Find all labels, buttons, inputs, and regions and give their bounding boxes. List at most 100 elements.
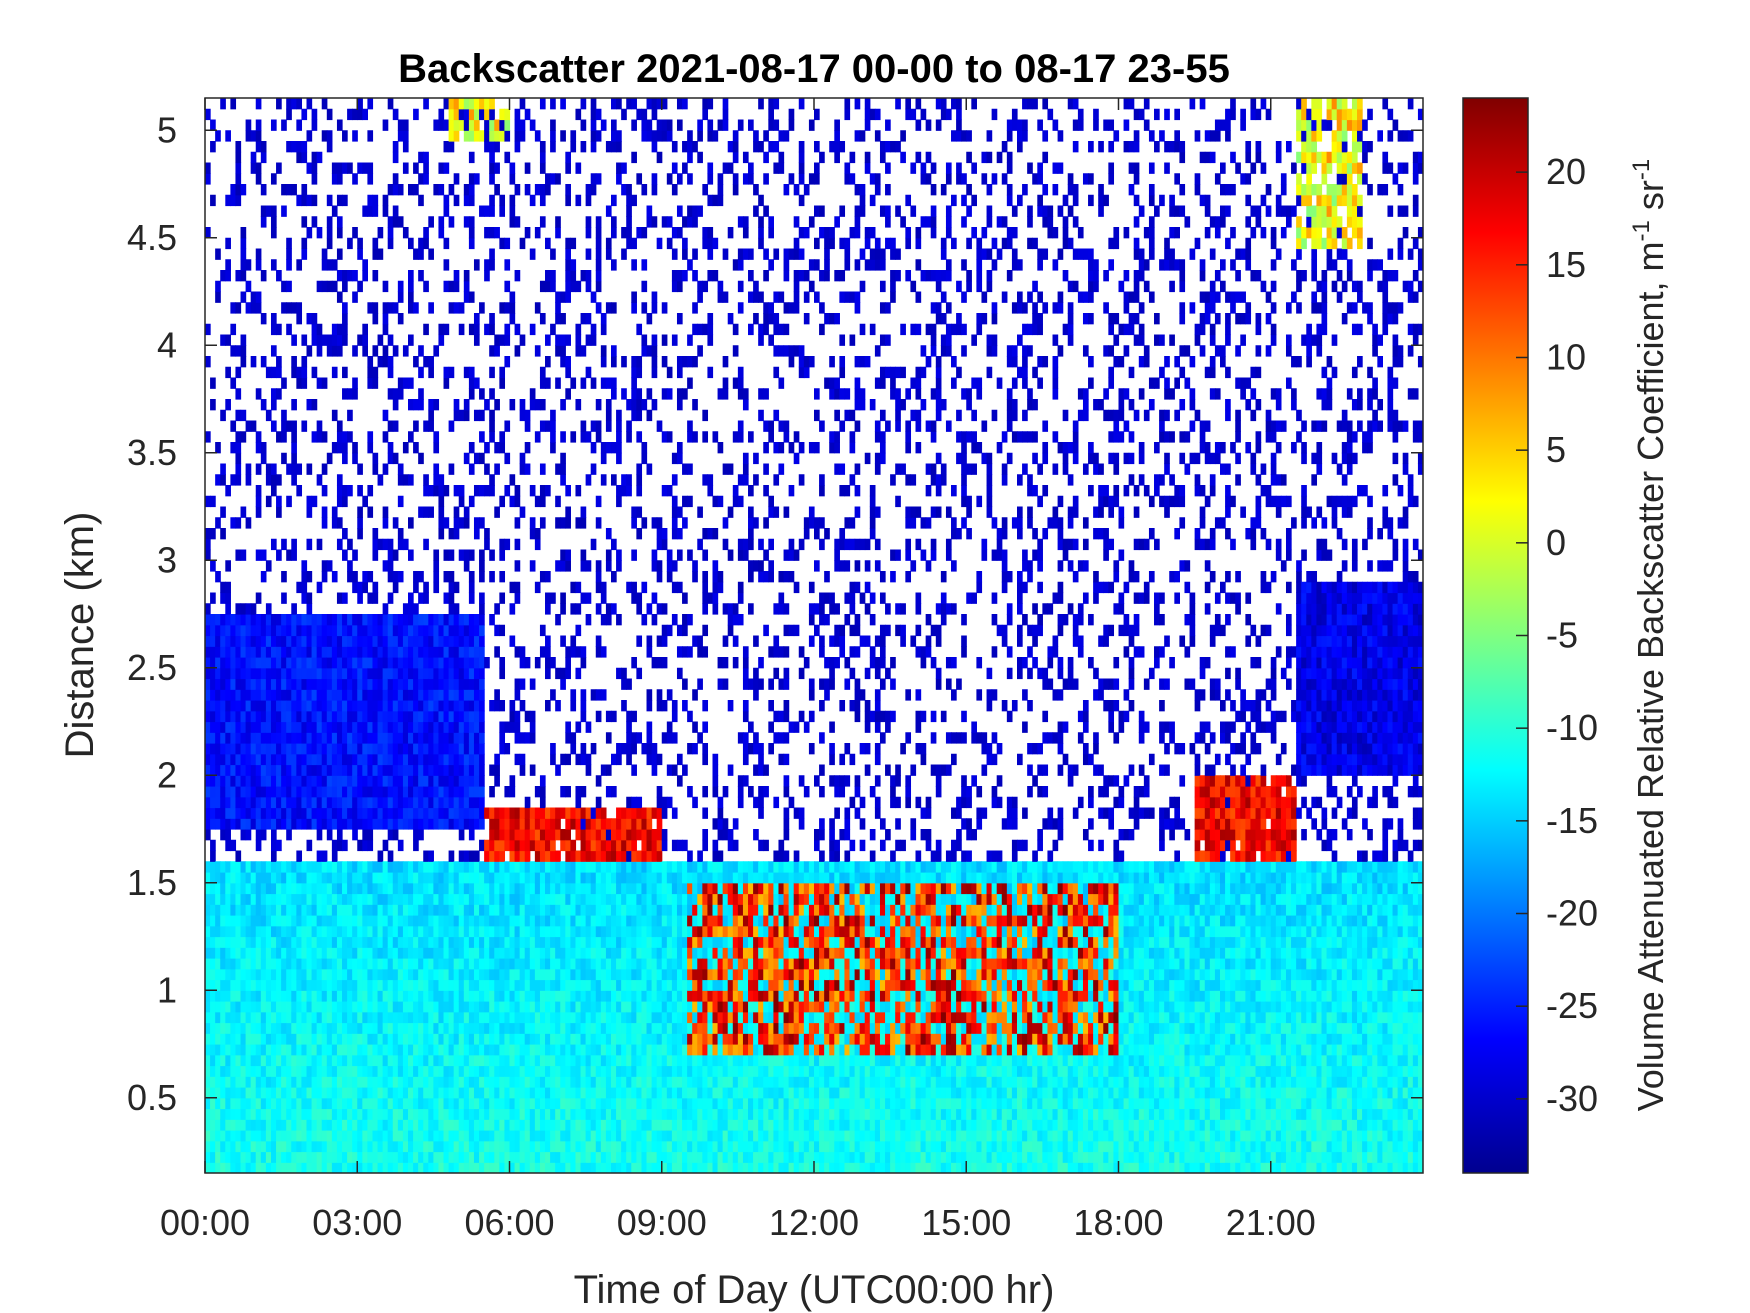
heatmap-cell <box>301 248 308 260</box>
heatmap-cell <box>347 915 353 927</box>
heatmap-cell <box>534 850 541 862</box>
heatmap-cell <box>205 528 211 540</box>
heatmap-cell <box>616 968 622 981</box>
heatmap-cell <box>387 721 394 733</box>
heatmap-cell <box>479 893 485 905</box>
heatmap-cell <box>387 442 394 454</box>
heatmap-cell <box>220 753 226 766</box>
heatmap-cell <box>382 302 389 314</box>
heatmap-cell <box>377 979 384 991</box>
heatmap-cell <box>245 1076 252 1088</box>
heatmap-cell <box>311 678 318 690</box>
heatmap-cell <box>555 1001 561 1013</box>
heatmap-cell <box>270 635 277 647</box>
heatmap-cell <box>336 291 343 303</box>
heatmap-cell <box>443 485 450 497</box>
heatmap-cell <box>286 259 292 271</box>
heatmap-cell <box>250 1151 257 1163</box>
heatmap-cell <box>306 764 313 776</box>
heatmap-cell <box>291 721 297 733</box>
heatmap-cell <box>494 162 500 174</box>
heatmap-cell <box>550 904 556 916</box>
heatmap-cell <box>408 399 414 411</box>
heatmap-cell <box>301 807 308 819</box>
heatmap-cell <box>286 829 292 841</box>
heatmap-cell <box>433 689 440 701</box>
heatmap-cell <box>240 1011 247 1024</box>
heatmap-cell <box>565 753 571 766</box>
heatmap-cell <box>453 302 460 314</box>
heatmap-cell <box>468 98 475 110</box>
heatmap-cell <box>352 818 358 830</box>
heatmap-cell <box>418 915 424 927</box>
heatmap-cell <box>225 1119 231 1131</box>
heatmap-cell <box>611 936 617 948</box>
heatmap-cell <box>336 753 343 766</box>
heatmap-cell <box>534 302 541 314</box>
heatmap-cell <box>509 162 516 174</box>
heatmap-cell <box>418 1054 424 1067</box>
heatmap-cell <box>443 893 450 905</box>
heatmap-cell <box>352 1044 358 1056</box>
heatmap-cell <box>463 1044 470 1056</box>
heatmap-cell <box>362 807 368 819</box>
heatmap-cell <box>225 592 231 604</box>
heatmap-cell <box>443 1108 450 1120</box>
heatmap-cell <box>621 1130 627 1142</box>
heatmap-cell <box>565 1087 571 1099</box>
heatmap-cell <box>347 732 353 744</box>
heatmap-cell <box>453 936 460 948</box>
heatmap-cell <box>489 388 495 400</box>
heatmap-cell <box>514 947 521 959</box>
heatmap-cell <box>519 1076 526 1088</box>
heatmap-cell <box>458 721 465 733</box>
heatmap-cell <box>484 1119 490 1131</box>
heatmap-cell <box>397 925 404 938</box>
heatmap-cell <box>489 1001 495 1013</box>
heatmap-cell <box>433 442 440 454</box>
heatmap-cell <box>600 882 607 895</box>
heatmap-cell <box>367 700 374 712</box>
heatmap-cell <box>306 1087 313 1099</box>
heatmap-cell <box>347 893 353 905</box>
heatmap-cell <box>453 635 460 647</box>
heatmap-cell <box>276 925 282 938</box>
heatmap-cell <box>611 388 617 400</box>
heatmap-cell <box>357 915 363 927</box>
heatmap-cell <box>326 786 333 798</box>
heatmap-cell <box>387 592 394 604</box>
heatmap-cell <box>519 850 526 862</box>
heatmap-cell <box>321 710 328 723</box>
heatmap-cell <box>316 1011 323 1024</box>
heatmap-cell <box>296 721 303 733</box>
heatmap-cell <box>387 861 394 873</box>
heatmap-cell <box>504 323 511 336</box>
heatmap-cell <box>479 108 485 121</box>
heatmap-cell <box>392 861 399 873</box>
heatmap-cell <box>514 1011 521 1024</box>
heatmap-cell <box>301 1119 308 1131</box>
heatmap-cell <box>423 861 429 873</box>
heatmap-cell <box>484 528 490 540</box>
heatmap-cell <box>205 162 211 174</box>
heatmap-cell <box>555 861 561 873</box>
heatmap-cell <box>321 872 328 884</box>
heatmap-cell <box>529 861 536 873</box>
heatmap-cell <box>240 689 247 701</box>
heatmap-cell <box>550 1065 556 1077</box>
heatmap-cell <box>352 968 358 981</box>
heatmap-cell <box>357 968 363 981</box>
heatmap-cell <box>367 377 374 389</box>
heatmap-cell <box>413 689 419 701</box>
heatmap-cell <box>220 990 226 1002</box>
heatmap-cell <box>286 861 292 873</box>
heatmap-cell <box>357 1130 363 1142</box>
heatmap-cell <box>468 786 475 798</box>
heatmap-cell <box>580 915 587 927</box>
heatmap-cell <box>336 1108 343 1120</box>
heatmap-cell <box>265 861 272 873</box>
heatmap-cell <box>205 538 211 551</box>
heatmap-cell <box>367 915 374 927</box>
heatmap-cell <box>352 1130 358 1142</box>
heatmap-cell <box>270 614 277 626</box>
